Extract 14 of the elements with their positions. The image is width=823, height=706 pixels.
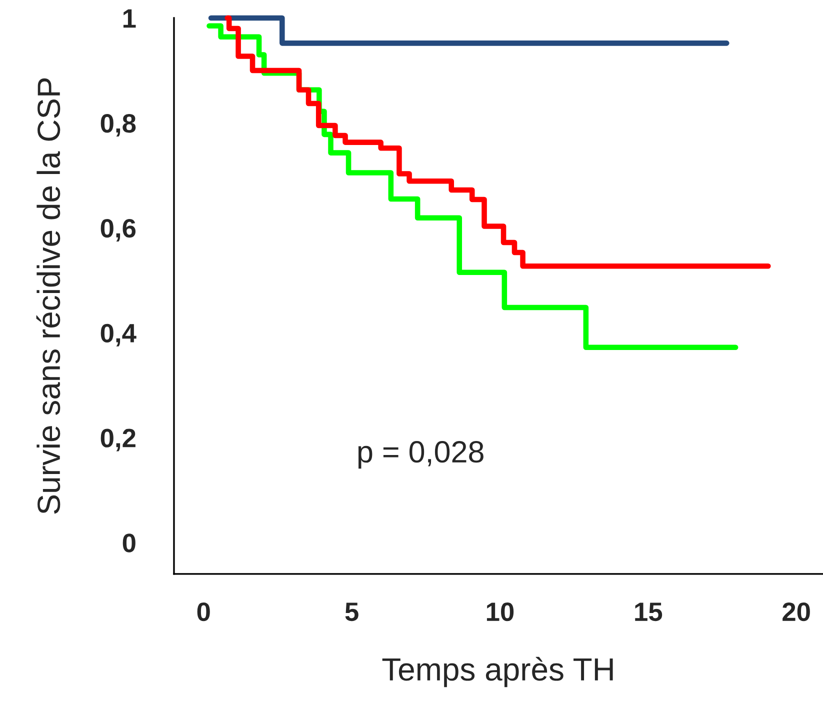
x-axis-title: Temps après TH bbox=[382, 656, 613, 688]
annotation: p = 0,028 bbox=[358, 441, 484, 469]
y-tick-label: 1 bbox=[123, 9, 136, 28]
y-tick-label: 0,8 bbox=[100, 114, 136, 137]
y-tick-label: 0,4 bbox=[100, 324, 136, 346]
x-tick-label: 20 bbox=[782, 602, 810, 622]
x-tick-label: 5 bbox=[345, 602, 358, 622]
x-tick-label: 15 bbox=[635, 602, 662, 622]
y-tick-label: 0,6 bbox=[100, 218, 136, 242]
x-tick-label: 10 bbox=[486, 602, 514, 622]
y-tick-label: 0,2 bbox=[100, 428, 136, 452]
x-tick-label: 0 bbox=[197, 602, 210, 622]
y-tick-label: 0 bbox=[122, 534, 136, 552]
y-axis-title: Survie sans récidive de la CSP bbox=[36, 78, 60, 514]
